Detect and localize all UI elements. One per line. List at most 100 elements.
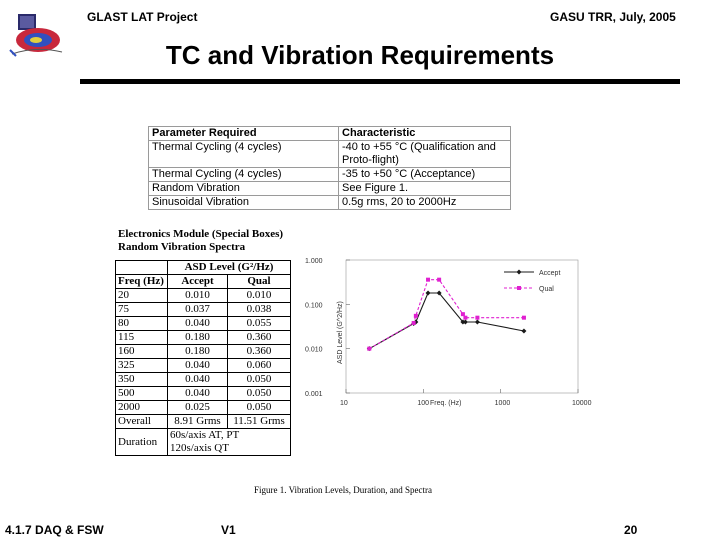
- param-cell: Thermal Cycling (4 cycles): [148, 167, 339, 182]
- characteristic-cell: -35 to +50 °C (Acceptance): [338, 167, 511, 182]
- x-tick-label: 10000: [572, 400, 592, 407]
- accept-cell: 0.040: [167, 316, 228, 331]
- data-point-qual: [411, 320, 416, 325]
- header-characteristic: Characteristic: [338, 126, 511, 141]
- data-point-qual: [475, 315, 480, 320]
- accept-cell: 0.037: [167, 302, 228, 317]
- spectra-row: 75 0.037 0.038: [115, 302, 291, 317]
- duration-value: 60s/axis AT, PT 120s/axis QT: [167, 428, 291, 456]
- qual-cell: 0.010: [227, 288, 291, 303]
- spectra-title: Electronics Module (Special Boxes) Rando…: [118, 228, 283, 254]
- asd-level-header: ASD Level (G²/Hz): [167, 260, 291, 275]
- spectra-row: 160 0.180 0.360: [115, 344, 291, 359]
- vibration-chart: 0.001 0.010 0.100 1.000 10 100 1000 10000 Freq. …: [298, 250, 594, 410]
- spectra-row: 20 0.010 0.010: [115, 288, 291, 303]
- characteristic-cell: See Figure 1.: [338, 181, 511, 196]
- y-tick-label: 1.000: [305, 258, 323, 265]
- freq-cell: 80: [115, 316, 168, 331]
- accept-cell: 0.040: [167, 386, 228, 401]
- requirements-table: Parameter Required Characteristic Therma…: [148, 126, 511, 210]
- page-number: 20: [624, 523, 638, 537]
- freq-cell: 2000: [115, 400, 168, 415]
- spectra-column-header-row: Freq (Hz) Accept Qual: [115, 274, 291, 289]
- title-divider: [80, 79, 680, 84]
- freq-cell: 115: [115, 330, 168, 345]
- y-tick-label: 0.001: [305, 391, 323, 398]
- data-point-qual: [413, 313, 418, 318]
- duration-row: Duration 60s/axis AT, PT 120s/axis QT: [115, 428, 291, 456]
- overall-qual: 11.51 Grms: [227, 414, 291, 429]
- freq-header: Freq (Hz): [115, 274, 168, 289]
- qual-cell: 0.038: [227, 302, 291, 317]
- plot-area: [345, 259, 579, 394]
- param-cell: Sinusoidal Vibration: [148, 195, 339, 210]
- x-tick-label: 100: [417, 400, 429, 407]
- characteristic-cell: -40 to +55 °C (Qualification and Proto-f…: [338, 140, 511, 168]
- slide-title: TC and Vibration Requirements: [165, 40, 555, 70]
- qual-cell: 0.360: [227, 330, 291, 345]
- qual-cell: 0.050: [227, 400, 291, 415]
- overall-row: Overall 8.91 Grms 11.51 Grms: [115, 414, 291, 429]
- accept-cell: 0.040: [167, 372, 228, 387]
- accept-cell: 0.025: [167, 400, 228, 415]
- table-header-row: Parameter Required Characteristic: [148, 126, 511, 141]
- qual-cell: 0.050: [227, 372, 291, 387]
- freq-cell: 20: [115, 288, 168, 303]
- qual-header: Qual: [227, 274, 291, 289]
- x-tick-label: 10: [340, 400, 348, 407]
- freq-cell: 160: [115, 344, 168, 359]
- y-axis-label: ASD Level (G^2/Hz): [337, 301, 344, 364]
- x-tick-label: 1000: [495, 400, 511, 407]
- series-line-accept: [369, 292, 525, 350]
- legend-label: Qual: [539, 286, 554, 293]
- glast-logo-icon: [9, 14, 63, 57]
- table-row: Sinusoidal Vibration 0.5g rms, 20 to 200…: [148, 195, 511, 210]
- param-cell: Thermal Cycling (4 cycles): [148, 140, 339, 168]
- qual-cell: 0.055: [227, 316, 291, 331]
- x-axis-label: Freq. (Hz): [430, 400, 462, 407]
- qual-cell: 0.050: [227, 386, 291, 401]
- legend-marker: [516, 269, 522, 275]
- spectra-row: 350 0.040 0.050: [115, 372, 291, 387]
- data-point-qual: [426, 277, 431, 282]
- spectra-row: 500 0.040 0.050: [115, 386, 291, 401]
- param-cell: Random Vibration: [148, 181, 339, 196]
- spectra-title-line1: Electronics Module (Special Boxes): [118, 228, 284, 240]
- spectra-body: 20 0.010 0.010 75 0.037 0.038 80 0.040 0.055 115 0…: [115, 288, 291, 415]
- legend-label: Accept: [539, 270, 560, 277]
- accept-cell: 0.180: [167, 344, 228, 359]
- data-point-qual: [367, 346, 372, 351]
- qual-cell: 0.360: [227, 344, 291, 359]
- overall-accept: 8.91 Grms: [167, 414, 228, 429]
- duration-line1: 60s/axis AT, PT: [170, 429, 240, 441]
- data-point-qual: [437, 277, 442, 282]
- project-name: GLAST LAT Project: [87, 10, 198, 24]
- data-point-qual: [521, 315, 526, 320]
- freq-cell: 350: [115, 372, 168, 387]
- data-point-accept: [436, 290, 442, 296]
- spectra-group-header-row: ASD Level (G²/Hz): [115, 260, 291, 275]
- data-point-accept: [474, 319, 480, 325]
- data-point-accept: [521, 328, 527, 334]
- characteristic-cell: 0.5g rms, 20 to 2000Hz: [338, 195, 511, 210]
- vibration-chart-svg: 0.001 0.010 0.100 1.000 10 100 1000 10000 Freq. …: [305, 258, 592, 407]
- duration-line2: 120s/axis QT: [170, 442, 229, 454]
- data-point-qual: [460, 312, 465, 317]
- accept-cell: 0.180: [167, 330, 228, 345]
- freq-cell: 500: [115, 386, 168, 401]
- spectra-row: 2000 0.025 0.050: [115, 400, 291, 415]
- footer-version: V1: [221, 523, 236, 537]
- spectra-table: ASD Level (G²/Hz) Freq (Hz) Accept Qual …: [115, 260, 291, 456]
- accept-cell: 0.010: [167, 288, 228, 303]
- header-parameter: Parameter Required: [148, 126, 339, 141]
- table-row: Thermal Cycling (4 cycles) -35 to +50 °C…: [148, 167, 511, 182]
- accept-cell: 0.040: [167, 358, 228, 373]
- legend-marker: [517, 286, 521, 290]
- spectra-row: 325 0.040 0.060: [115, 358, 291, 373]
- data-point-accept: [462, 319, 468, 325]
- series-line-qual: [369, 279, 524, 350]
- accept-header: Accept: [167, 274, 228, 289]
- qual-cell: 0.060: [227, 358, 291, 373]
- duration-label: Duration: [115, 428, 168, 456]
- table-row: Thermal Cycling (4 cycles) -40 to +55 °C…: [148, 140, 511, 168]
